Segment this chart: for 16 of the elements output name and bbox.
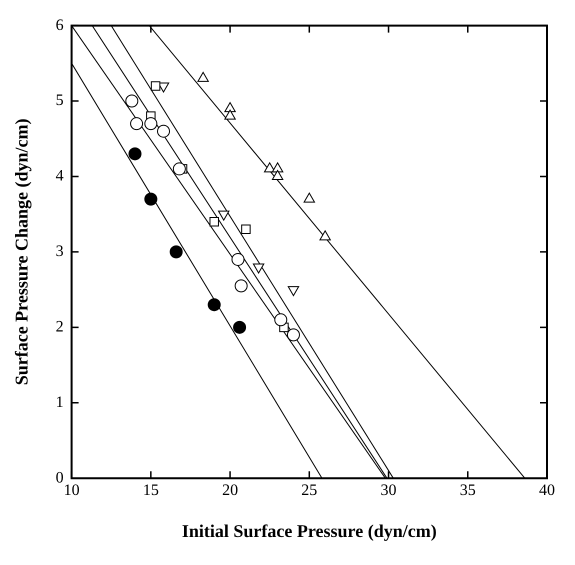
x-tick-label: 40 [539, 482, 555, 500]
x-tick-label: 30 [380, 482, 397, 500]
x-axis-title: Initial Surface Pressure (dyn/cm) [182, 520, 437, 541]
x-tick-label: 10 [64, 482, 80, 500]
x-tick-label: 20 [222, 482, 238, 500]
x-tick-label: 25 [301, 482, 318, 500]
x-tick-label: 15 [142, 482, 159, 500]
y-tick-label: 5 [56, 92, 64, 110]
y-tick-label: 1 [56, 394, 64, 411]
y-axis-title: Surface Pressure Change (dyn/cm) [11, 118, 32, 386]
y-tick-label: 6 [56, 16, 64, 34]
y-tick-label: 0 [56, 469, 64, 486]
x-tick-label: 35 [460, 482, 476, 500]
y-tick-label: 3 [56, 243, 64, 260]
y-tick-label: 2 [56, 318, 64, 336]
y-tick-label: 4 [56, 168, 64, 185]
